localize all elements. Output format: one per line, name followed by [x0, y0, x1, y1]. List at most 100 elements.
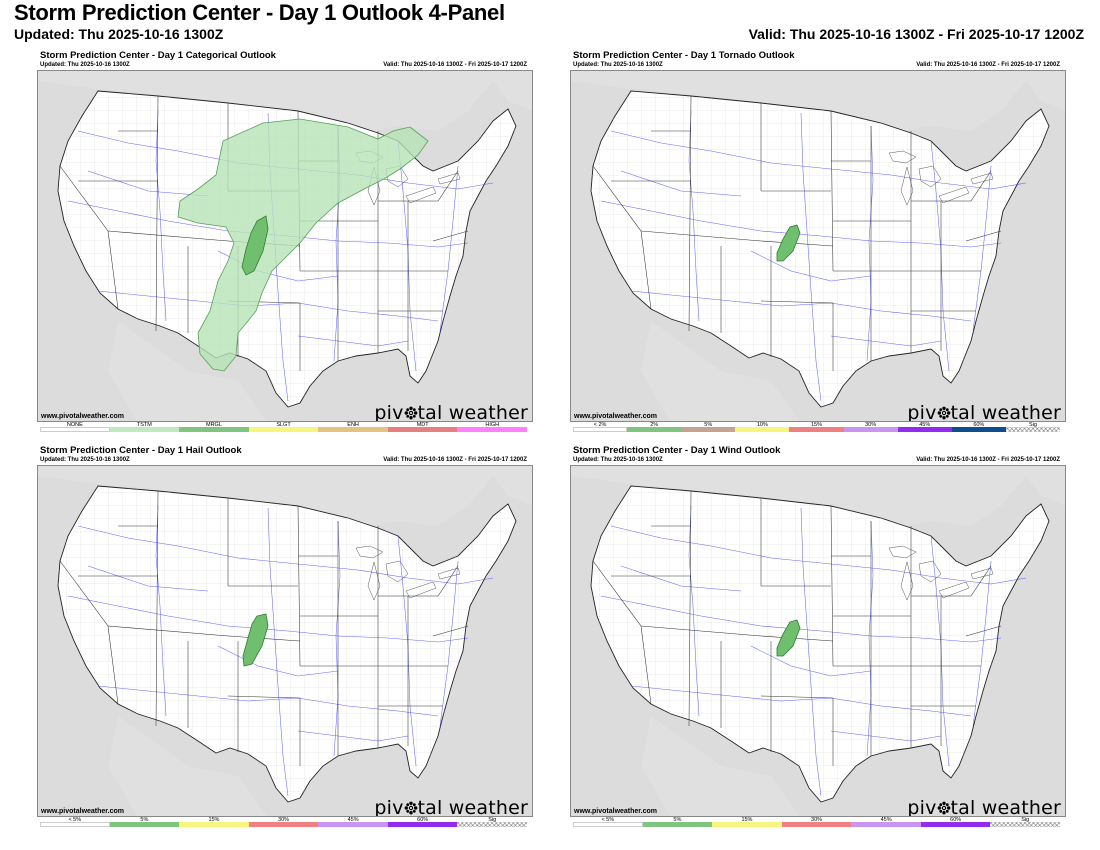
legend-item: 15% — [712, 817, 782, 827]
legend-item: 10% — [735, 422, 790, 432]
legend-swatch — [642, 822, 713, 827]
legend-item: 15% — [789, 422, 844, 432]
legend-swatch — [851, 822, 921, 827]
pivotal-weather-logo: piv tal weather — [374, 797, 528, 817]
legend-label: 30% — [865, 422, 877, 428]
legend-swatch — [1005, 427, 1060, 432]
legend-item: 15% — [179, 817, 249, 827]
legend-label: Sig — [1021, 817, 1030, 823]
legend-swatch — [248, 427, 319, 432]
panel-updated-time: Updated: Thu 2025-10-16 1300Z — [573, 62, 663, 68]
legend-swatch — [897, 427, 952, 432]
panel-updated-time: Updated: Thu 2025-10-16 1300Z — [573, 457, 663, 463]
legend-swatch — [712, 822, 782, 827]
legend-item: 5% — [109, 817, 180, 827]
legend-swatch — [573, 427, 628, 432]
panel-title: Storm Prediction Center - Day 1 Tornado … — [573, 50, 795, 61]
legend-label: 60% — [973, 422, 985, 428]
legend-item: < 5% — [40, 817, 110, 827]
legend-swatch — [573, 822, 643, 827]
legend-label: 5% — [140, 817, 149, 823]
pivotal-flower-icon — [937, 801, 950, 815]
legend-swatch — [951, 427, 1006, 432]
legend-swatch — [990, 822, 1061, 827]
legend-swatch — [843, 427, 898, 432]
legend-label: 45% — [919, 422, 931, 428]
panel-title: Storm Prediction Center - Day 1 Categori… — [40, 50, 276, 61]
legend-item: 2% — [627, 422, 682, 432]
legend-item: 30% — [781, 817, 852, 827]
legend-item: NONE — [40, 422, 110, 432]
legend-label: 60% — [417, 817, 429, 823]
legend-label: HIGH — [485, 422, 500, 428]
categorical-outlook-panel: Storm Prediction Center - Day 1 Categori… — [37, 48, 533, 432]
page-valid-period: Valid: Thu 2025-10-16 1300Z - Fri 2025-1… — [748, 26, 1084, 42]
us-base-map — [571, 466, 1065, 816]
panel-valid-period: Valid: Thu 2025-10-16 1300Z - Fri 2025-1… — [916, 62, 1060, 68]
legend-label: TSTM — [136, 422, 152, 428]
legend-label: 45% — [347, 817, 359, 823]
pivotal-flower-icon — [404, 406, 417, 420]
legend-swatch — [40, 822, 110, 827]
legend-label: 60% — [950, 817, 962, 823]
pivotal-weather-logo: piv tal weather — [907, 797, 1061, 817]
legend-swatch — [681, 427, 736, 432]
legend-label: 30% — [811, 817, 823, 823]
legend-item: < 2% — [573, 422, 628, 432]
legend-label: NONE — [66, 422, 83, 428]
legend-item: SLGT — [248, 422, 319, 432]
site-url: www.pivotalweather.com — [41, 413, 124, 420]
legend-label: 45% — [880, 817, 892, 823]
outlook-map[interactable]: www.pivotalweather.com piv tal weather — [37, 70, 533, 422]
legend-item: 5% — [642, 817, 713, 827]
legend-swatch — [318, 427, 388, 432]
tornado-outlook-panel: Storm Prediction Center - Day 1 Tornado … — [570, 48, 1066, 432]
hail-outlook-panel: Storm Prediction Center - Day 1 Hail Out… — [37, 443, 533, 827]
legend-swatch — [457, 822, 528, 827]
legend-item: HIGH — [457, 422, 528, 432]
legend-label: < 5% — [68, 817, 82, 823]
legend-label: < 2% — [593, 422, 607, 428]
legend-label: < 5% — [601, 817, 615, 823]
legend-swatch — [789, 427, 844, 432]
legend-swatch — [109, 427, 180, 432]
legend-swatch — [179, 822, 249, 827]
legend-label: Sig — [1028, 422, 1037, 428]
legend-label: MDT — [416, 422, 429, 428]
legend-swatch — [179, 427, 249, 432]
site-url: www.pivotalweather.com — [41, 808, 124, 815]
panel-updated-time: Updated: Thu 2025-10-16 1300Z — [40, 457, 130, 463]
probability-legend: < 5% 5% 15% 30% 45% 60% Sig — [40, 817, 528, 827]
pivotal-weather-logo: piv tal weather — [374, 402, 528, 422]
pivotal-weather-logo: piv tal weather — [907, 402, 1061, 422]
legend-item: MRGL — [179, 422, 249, 432]
page-title: Storm Prediction Center - Day 1 Outlook … — [14, 0, 505, 25]
legend-swatch — [781, 822, 852, 827]
legend-label: 2% — [650, 422, 659, 428]
outlook-map[interactable]: www.pivotalweather.com piv tal weather — [570, 465, 1066, 817]
general-thunderstorm-area — [177, 118, 429, 372]
legend-label: 5% — [704, 422, 713, 428]
legend-swatch — [387, 822, 458, 827]
probability-legend: < 5% 5% 15% 30% 45% 60% Sig — [573, 817, 1061, 827]
legend-item: 30% — [843, 422, 898, 432]
hail-5pct-area — [242, 613, 269, 667]
panel-valid-period: Valid: Thu 2025-10-16 1300Z - Fri 2025-1… — [383, 457, 527, 463]
probability-legend: < 2% 2% 5% 10% 15% 30% 45% 60% Sig — [573, 422, 1060, 432]
legend-swatch — [920, 822, 991, 827]
legend-swatch — [318, 822, 388, 827]
legend-item: Sig — [1005, 422, 1060, 432]
legend-label: 15% — [810, 422, 822, 428]
legend-label: 5% — [673, 817, 682, 823]
page-updated-time: Updated: Thu 2025-10-16 1300Z — [14, 26, 224, 42]
legend-label: MRGL — [206, 422, 222, 428]
panel-updated-time: Updated: Thu 2025-10-16 1300Z — [40, 62, 130, 68]
outlook-map[interactable]: www.pivotalweather.com piv tal weather — [570, 70, 1066, 422]
legend-label: SLGT — [276, 422, 291, 428]
legend-item: TSTM — [109, 422, 180, 432]
wind-5pct-area — [776, 619, 801, 657]
outlook-map[interactable]: www.pivotalweather.com piv tal weather — [37, 465, 533, 817]
us-base-map — [571, 71, 1065, 421]
legend-label: ENH — [347, 422, 359, 428]
legend-swatch — [248, 822, 319, 827]
